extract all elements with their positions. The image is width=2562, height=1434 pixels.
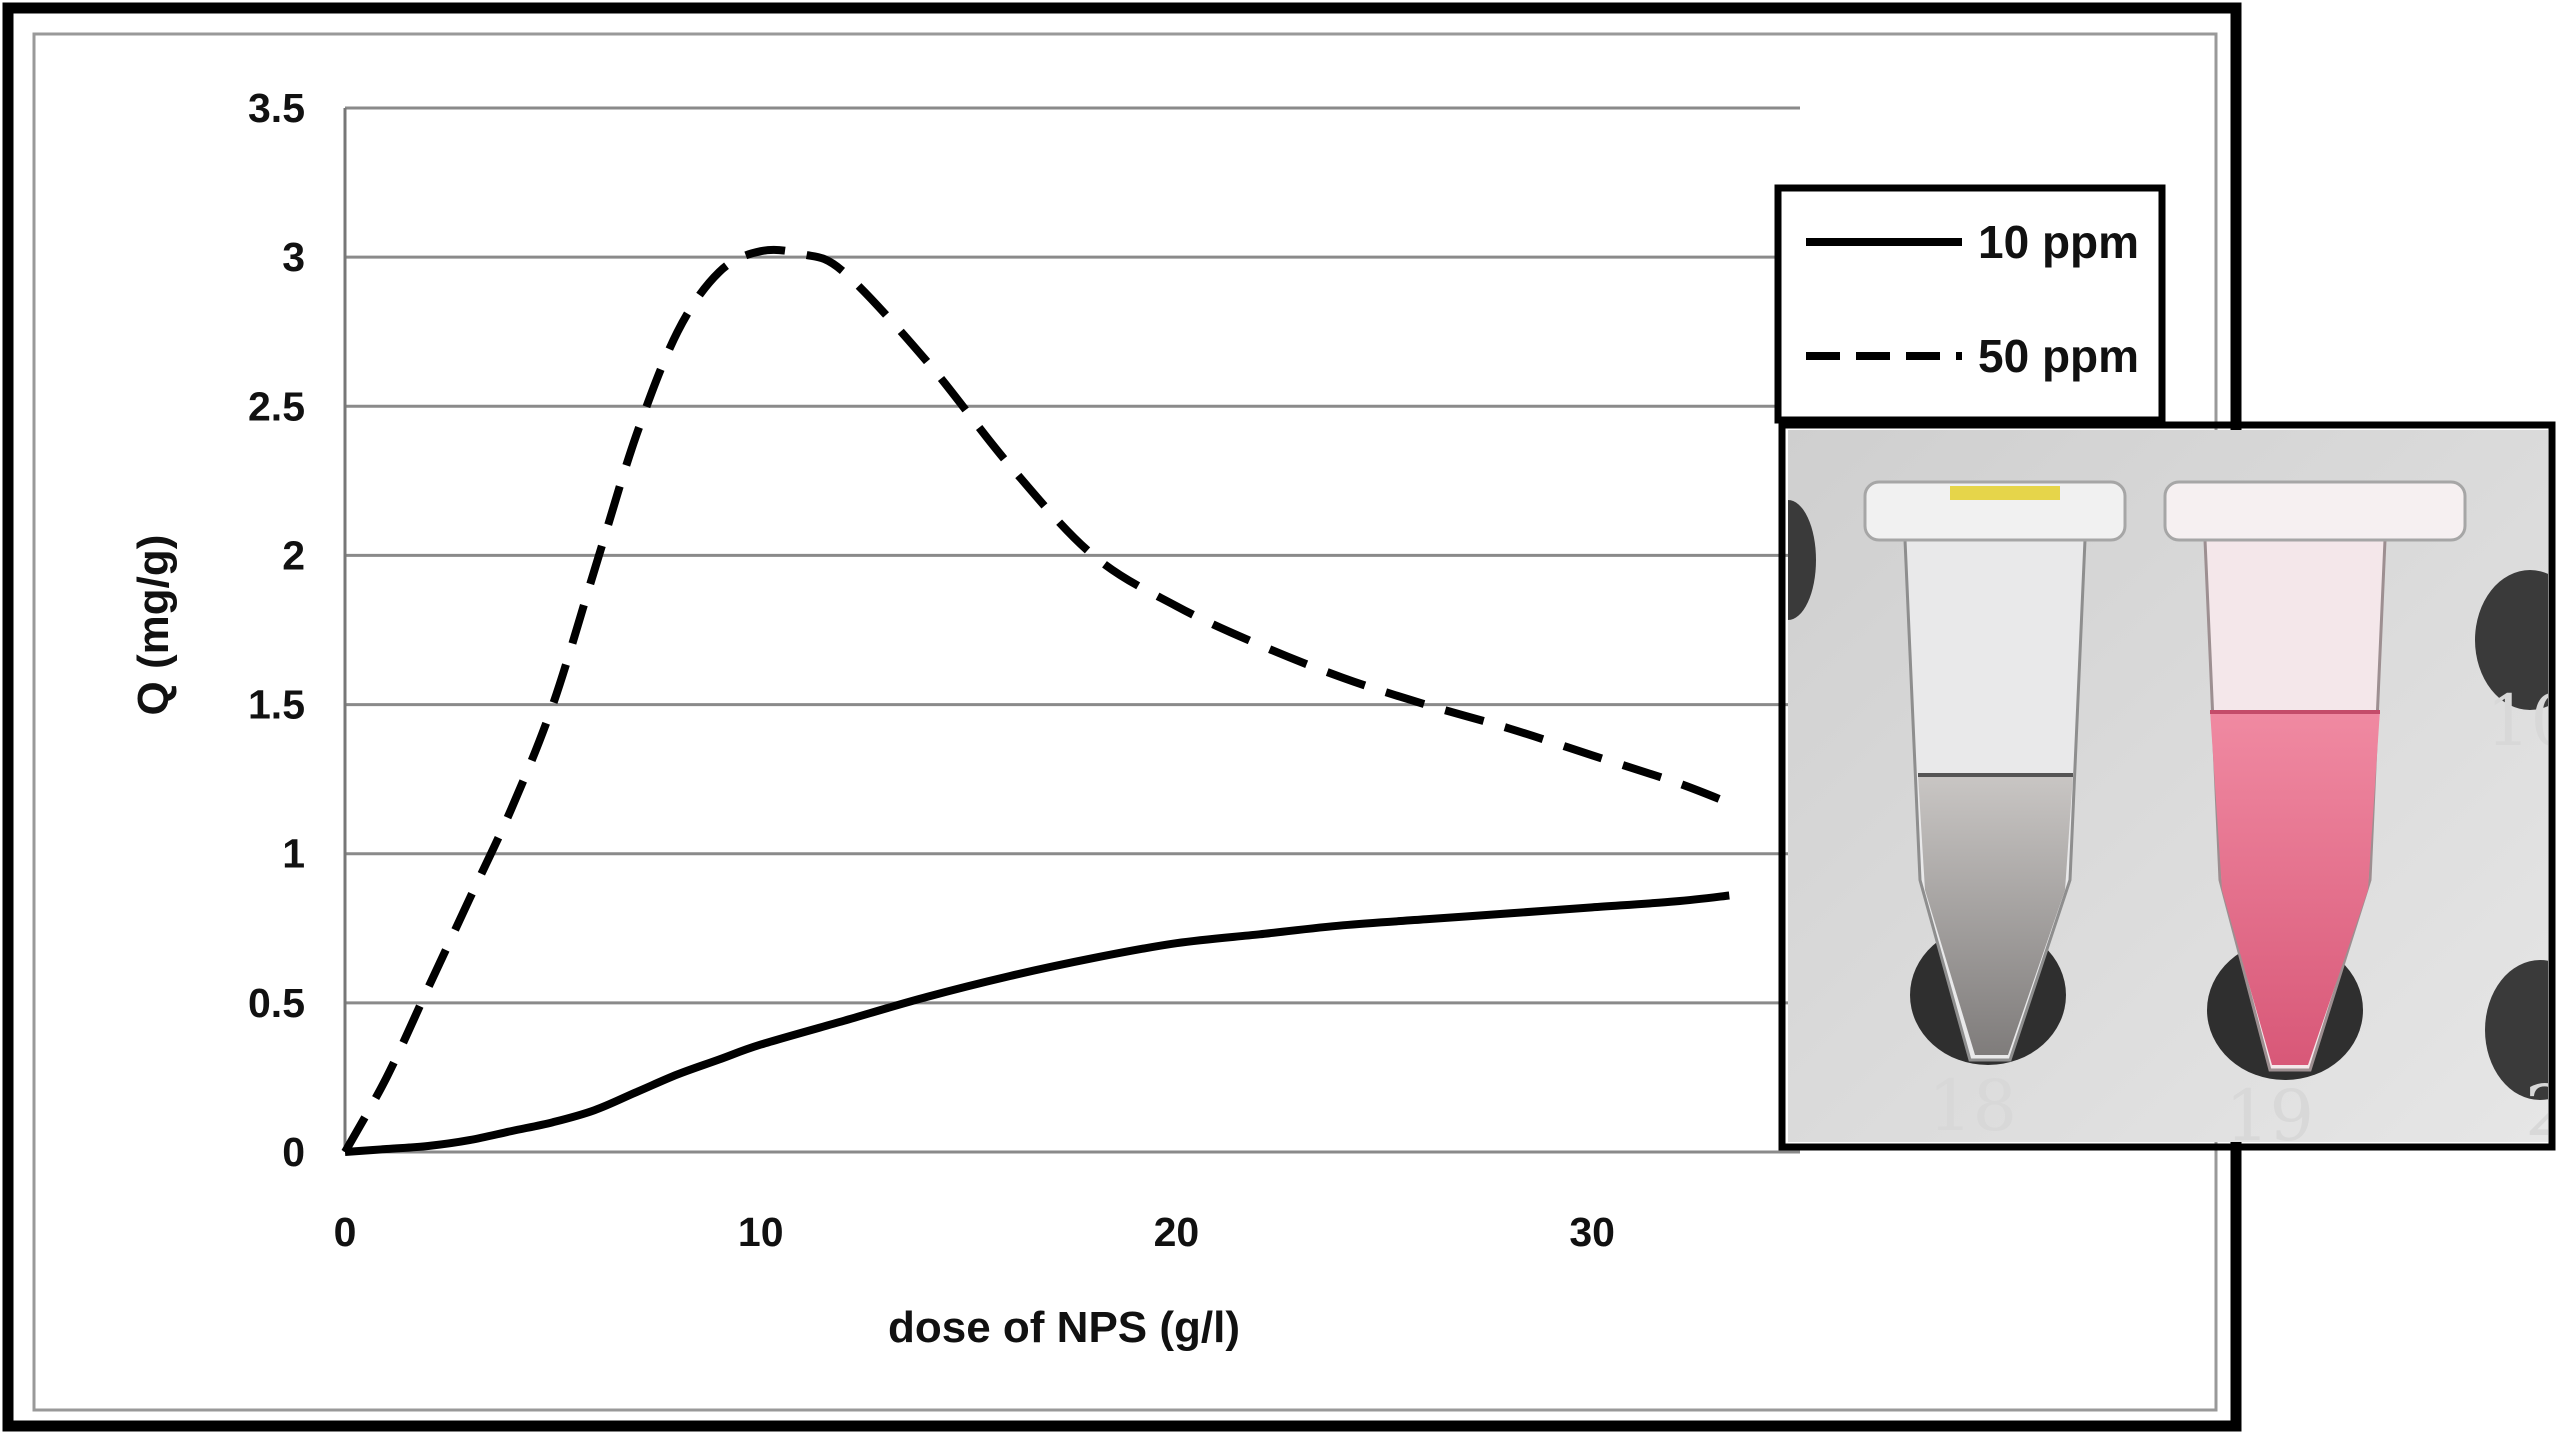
- tube-label-19: 19: [2225, 1075, 2314, 1157]
- x-tick-labels: 0 10 20 30: [334, 1209, 1615, 1255]
- y-tick-label: 2.5: [248, 383, 305, 429]
- legend-box: [1774, 184, 2166, 424]
- y-axis-title: Q (mg/g): [129, 535, 178, 716]
- y-tick-label: 3.5: [248, 85, 305, 131]
- y-tick-label: 0: [282, 1129, 305, 1175]
- legend-label-50ppm: 50 ppm: [1978, 330, 2139, 382]
- y-tick-label: 0.5: [248, 980, 305, 1026]
- series-line-50-ppm: [341, 245, 1731, 1154]
- tube-left: [1863, 480, 2127, 1062]
- inset-photo-frame: [1778, 421, 2556, 1151]
- y-tick-label: 1.5: [248, 682, 305, 728]
- y-tick-label: 3: [282, 234, 305, 280]
- tube-label-partial-10: 10: [2486, 680, 2562, 762]
- legend-label-10ppm: 10 ppm: [1978, 216, 2139, 268]
- tube-label-partial-2: 2: [2525, 1070, 2562, 1152]
- tube-right: [2163, 480, 2467, 1072]
- x-tick-label: 10: [738, 1209, 784, 1255]
- inset-photo: 18 19 10 2: [1778, 421, 2562, 1157]
- x-tick-label: 20: [1154, 1209, 1200, 1255]
- y-tick-label: 1: [282, 831, 305, 877]
- gridlines: [345, 106, 1800, 1154]
- x-axis-title: dose of NPS (g/l): [888, 1303, 1240, 1352]
- legend: 10 ppm 50 ppm: [1774, 184, 2166, 424]
- series-layer: [341, 245, 1731, 1156]
- y-tick-labels: 0 0.5 1 1.5 2 2.5 3 3.5: [248, 85, 305, 1175]
- tray-hole: [2485, 960, 2548, 1100]
- tray-hole: [2475, 570, 2548, 710]
- tray-hole: [1788, 500, 1816, 620]
- x-tick-label: 30: [1569, 1209, 1615, 1255]
- y-tick-label: 2: [282, 532, 305, 578]
- x-tick-label: 0: [334, 1209, 357, 1255]
- series-line-10-ppm: [344, 891, 1730, 1156]
- tube-label-18: 18: [1928, 1065, 2017, 1147]
